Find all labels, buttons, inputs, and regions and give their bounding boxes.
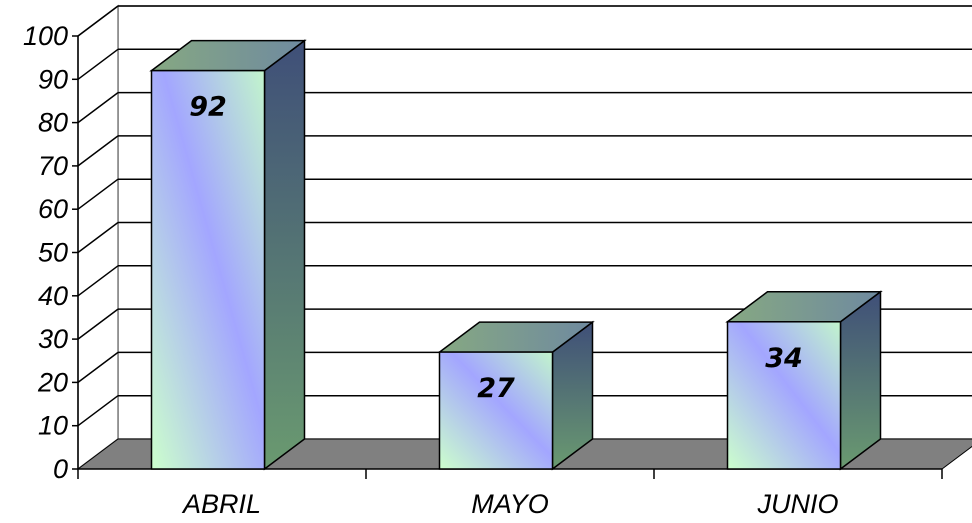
gridline-depth xyxy=(77,221,119,254)
gridline-depth xyxy=(77,178,119,210)
gridline-depth xyxy=(77,91,119,124)
bar-front xyxy=(438,351,554,470)
bar-front xyxy=(150,69,266,470)
y-tick-label: 20 xyxy=(37,367,68,397)
labels: 92 ABRIL 27 MAYO 34 JUNIO xyxy=(181,92,839,519)
gridline-depth xyxy=(77,308,119,340)
bar-junio xyxy=(725,290,883,471)
gridline-depth xyxy=(77,48,119,80)
y-tick-label: 60 xyxy=(38,194,68,224)
data-label: 92 xyxy=(189,92,227,123)
y-tick-label: 90 xyxy=(38,64,68,94)
bar-abril xyxy=(149,39,307,471)
x-tick-label: JUNIO xyxy=(757,489,839,519)
y-tick-label: 10 xyxy=(38,411,68,441)
bar-side xyxy=(839,290,882,471)
bar-mayo xyxy=(437,320,595,471)
x-tick-label: MAYO xyxy=(471,489,549,519)
gridline-depth xyxy=(77,395,119,427)
y-tick-label: 80 xyxy=(38,108,68,138)
gridline-depth xyxy=(77,265,119,297)
data-label: 27 xyxy=(477,373,515,404)
x-tick-label: ABRIL xyxy=(181,489,261,519)
gridline-depth xyxy=(77,5,119,37)
y-tick-label: 70 xyxy=(38,151,68,181)
y-tick-label: 30 xyxy=(38,324,68,354)
gridline-depth xyxy=(77,135,119,167)
bar-side xyxy=(263,39,306,471)
bar-front xyxy=(726,321,842,470)
y-tick-label: 0 xyxy=(53,454,68,484)
y-tick-label: 40 xyxy=(38,281,68,311)
data-label: 34 xyxy=(765,343,803,374)
y-tick-label: 50 xyxy=(38,238,68,268)
bars xyxy=(149,39,883,471)
y-tick-label: 100 xyxy=(23,21,68,51)
gridline-depth xyxy=(77,351,119,383)
